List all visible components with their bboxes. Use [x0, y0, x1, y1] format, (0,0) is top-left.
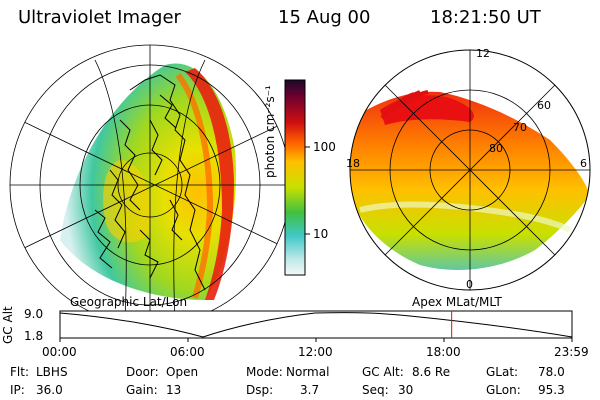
dsp-value: 3.7 [300, 383, 320, 397]
dsp-label: Dsp: [246, 383, 274, 397]
ip-label: IP: [10, 383, 25, 397]
mlt-label-12: 12 [476, 47, 490, 60]
ip-value: 36.0 [36, 383, 63, 397]
seq-label: Seq: [362, 383, 389, 397]
lat-label-60: 60 [537, 99, 551, 112]
flt-label: Flt: [10, 365, 29, 379]
altitude-curve [59, 312, 573, 338]
magnetic-grid [349, 49, 591, 291]
gc-alt-value: 8.6 Re [412, 365, 451, 379]
coastlines [94, 74, 206, 291]
y-tick-min: 1.8 [24, 329, 44, 343]
y-tick-max: 9.0 [24, 307, 44, 321]
mlt-label-18: 18 [346, 157, 360, 170]
flt-value: LBHS [36, 365, 68, 379]
gain-value: 13 [166, 383, 182, 397]
glon-value: 95.3 [538, 383, 565, 397]
glat-label: GLat: [486, 365, 519, 379]
lat-label-70: 70 [513, 121, 527, 134]
mlt-label-0: 0 [466, 278, 473, 291]
x-tick-1800: 18:00 [426, 345, 461, 359]
glat-value: 78.0 [538, 365, 565, 379]
gain-label: Gain: [126, 383, 158, 397]
x-axis-ticks [59, 338, 573, 342]
colorbar-unit: photon cm⁻²s⁻¹ [263, 85, 277, 178]
mode-label: Mode: [246, 365, 283, 379]
magnetic-image [350, 91, 590, 270]
altitude-plot-frame [59, 310, 573, 339]
mode-value: Normal [286, 365, 330, 379]
timeline-axis-label: GC Alt [1, 306, 15, 344]
glon-label: GLon: [486, 383, 521, 397]
right-panel-caption: Apex MLat/MLT [412, 295, 502, 309]
geographic-grid [9, 44, 291, 326]
door-value: Open [166, 365, 199, 379]
x-tick-1200: 12:00 [298, 345, 333, 359]
instrument-title: Ultraviolet Imager [18, 7, 181, 28]
x-tick-2359: 23:59 [554, 345, 589, 359]
mlt-label-6: 6 [580, 157, 587, 170]
image-date: 15 Aug 00 [278, 7, 371, 28]
gc-alt-label: GC Alt: [362, 365, 404, 379]
lat-label-80: 80 [489, 142, 503, 155]
door-label: Door: [126, 365, 159, 379]
seq-value: 30 [398, 383, 414, 397]
colorbar-label-100: 100 [313, 140, 336, 154]
left-panel-caption: Geographic Lat/Lon [70, 295, 188, 309]
x-tick-0000: 00:00 [42, 345, 77, 359]
image-time: 18:21:50 UT [430, 7, 541, 28]
x-tick-0600: 06:00 [170, 345, 205, 359]
colorbar [284, 79, 306, 276]
colorbar-label-10: 10 [313, 227, 329, 241]
